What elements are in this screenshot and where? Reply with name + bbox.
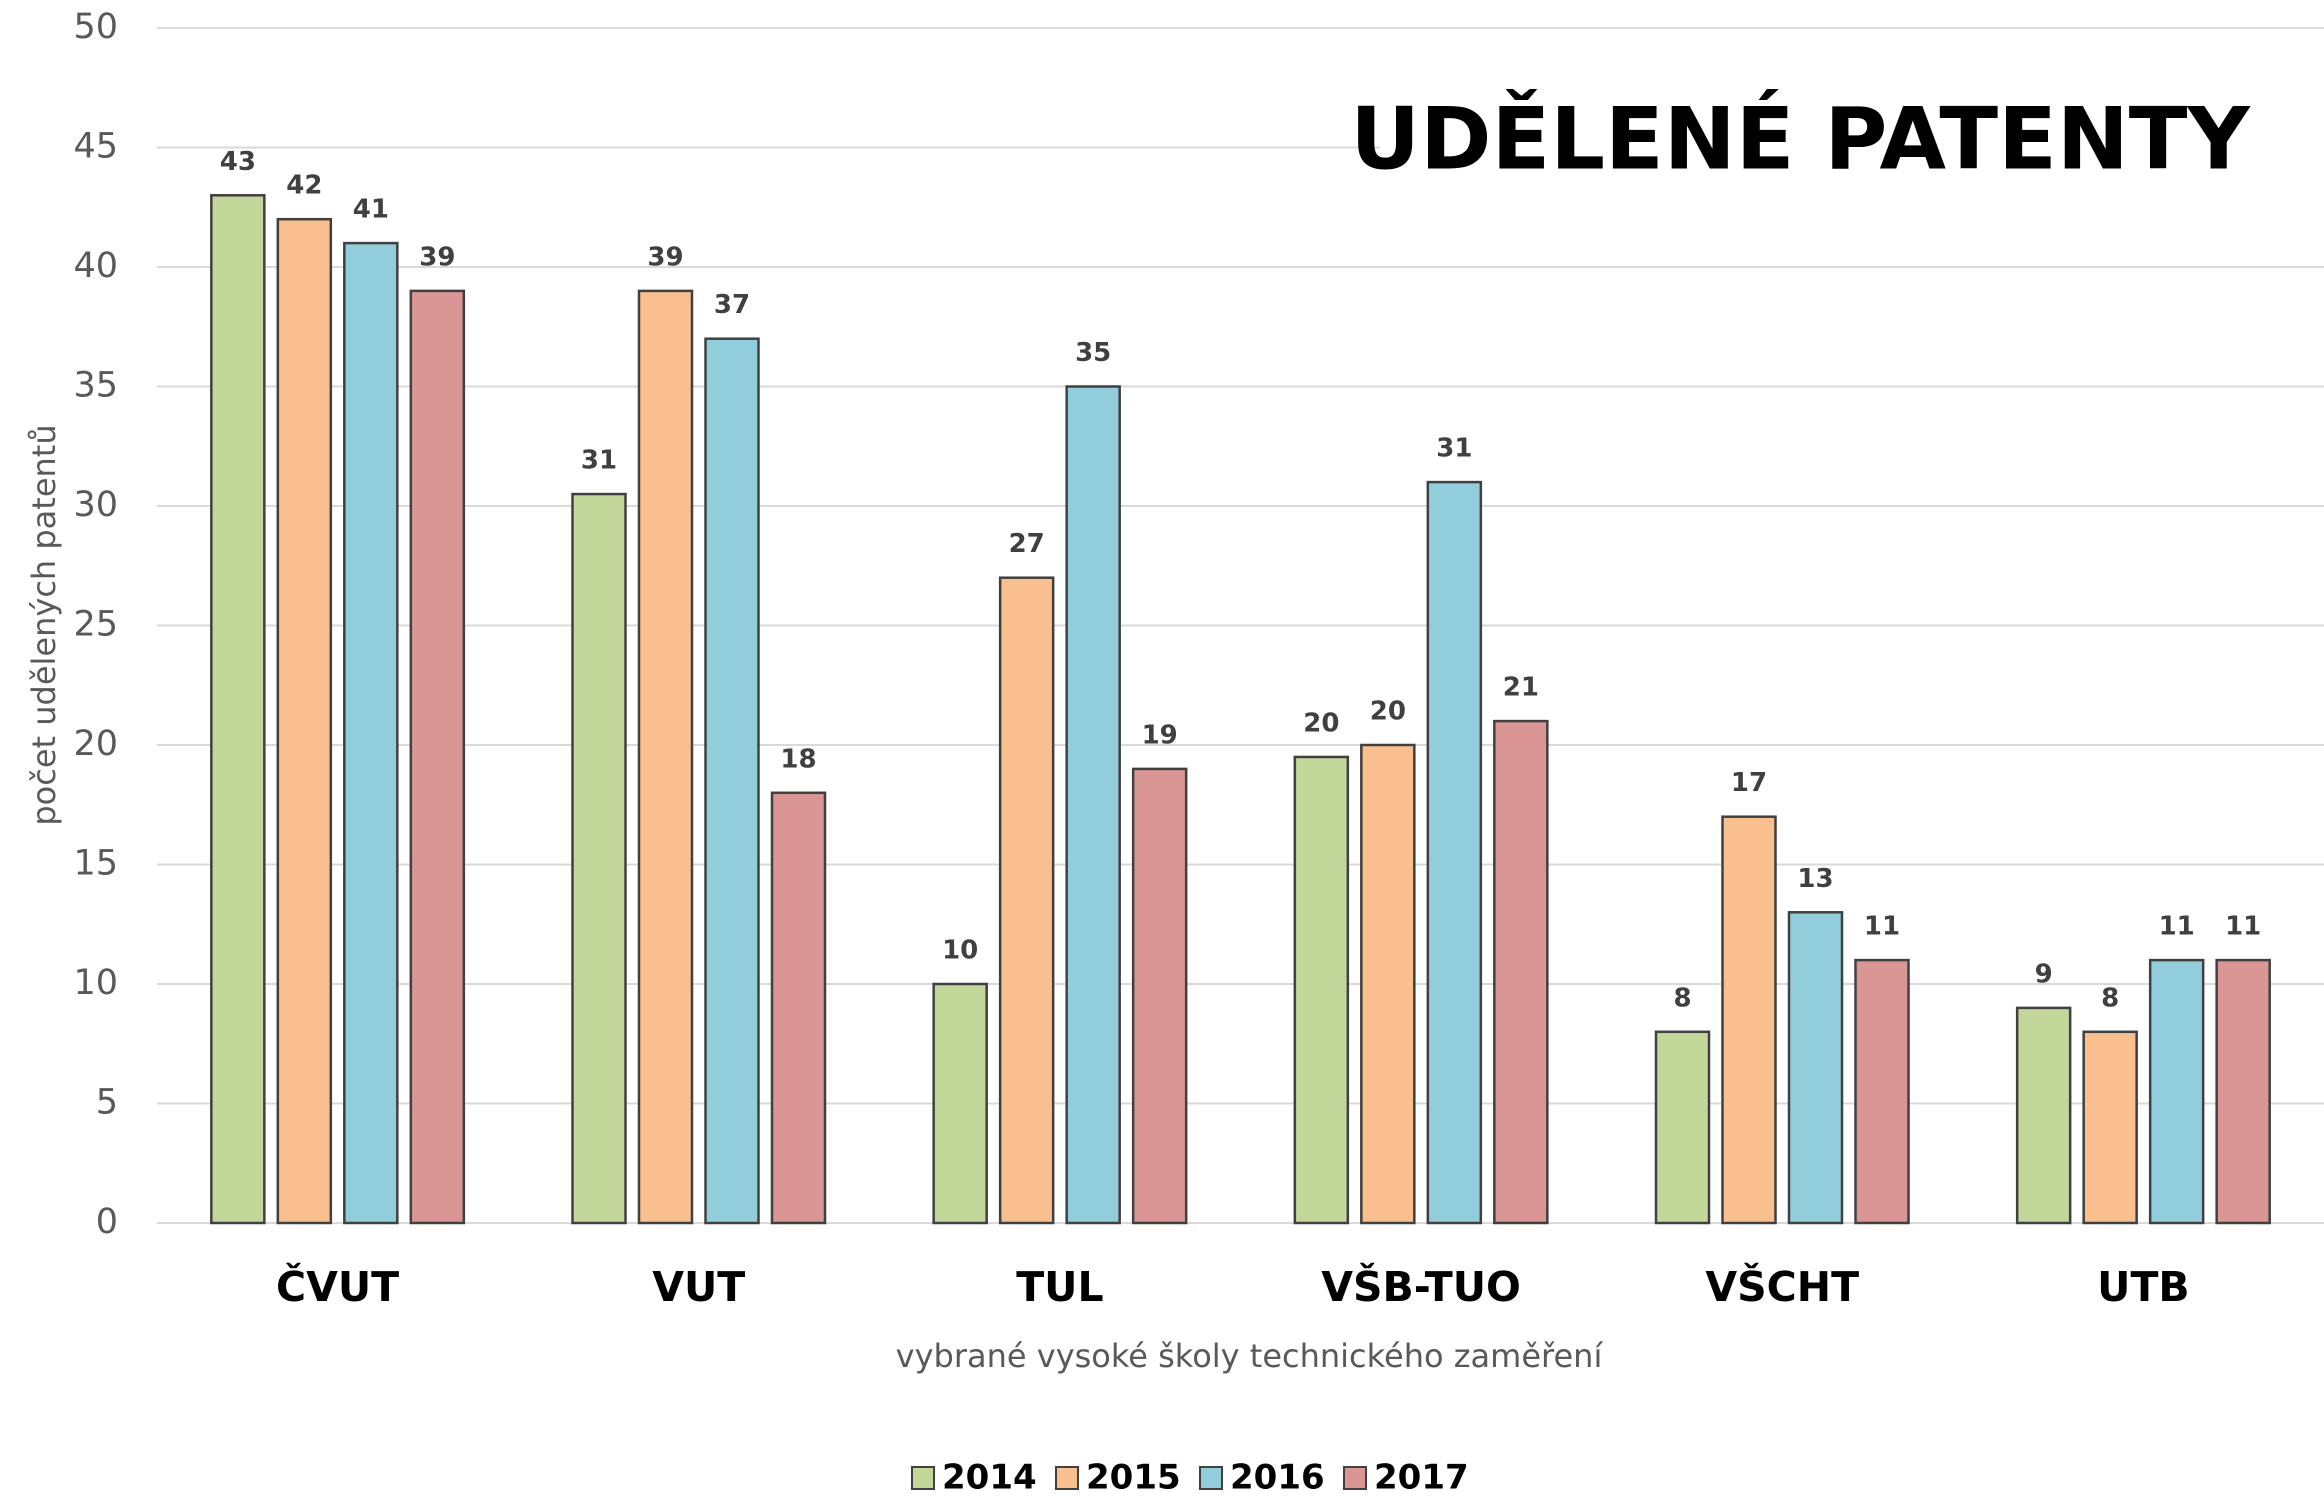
legend-swatch <box>1199 1466 1223 1490</box>
bar <box>1293 755 1350 1225</box>
x-tick-label: VUT <box>652 1263 745 1311</box>
value-label: 11 <box>2225 912 2261 942</box>
legend-label: 2015 <box>1086 1458 1181 1496</box>
bar <box>210 194 266 1225</box>
value-label: 20 <box>1370 697 1406 727</box>
legend-swatch <box>1055 1466 1079 1490</box>
bar <box>1131 767 1188 1225</box>
bar <box>932 982 988 1225</box>
bar <box>343 241 399 1225</box>
value-label: 27 <box>1009 529 1045 559</box>
bar <box>1360 743 1416 1225</box>
value-label: 21 <box>1503 673 1539 703</box>
value-label: 20 <box>1303 708 1339 738</box>
x-axis-label: vybrané vysoké školy technického zaměřen… <box>896 1337 1604 1375</box>
y-tick-label: 40 <box>73 246 118 286</box>
bar <box>571 492 627 1225</box>
value-label: 42 <box>286 171 322 201</box>
y-tick-label: 25 <box>73 605 118 645</box>
bar <box>1493 719 1549 1225</box>
x-tick-label: ČVUT <box>276 1263 399 1311</box>
legend-label: 2017 <box>1374 1458 1469 1496</box>
y-tick-label: 5 <box>96 1083 118 1123</box>
bar <box>2215 958 2271 1225</box>
bar <box>276 217 333 1225</box>
y-axis-label: počet udělených patentů <box>25 424 63 825</box>
bar <box>1065 385 1121 1225</box>
y-tick-label: 20 <box>73 724 118 764</box>
y-tick-label: 35 <box>73 366 118 406</box>
bar <box>1654 1030 1711 1225</box>
title-background <box>1380 80 2324 210</box>
bar <box>2082 1030 2138 1225</box>
legend-swatch <box>911 1466 935 1490</box>
value-label: 17 <box>1731 768 1767 798</box>
legend-label: 2014 <box>942 1458 1037 1496</box>
value-label: 31 <box>1436 434 1472 464</box>
x-tick-label: VŠCHT <box>1705 1263 1859 1311</box>
x-tick-label: TUL <box>1016 1263 1103 1311</box>
y-tick-label: 0 <box>96 1202 118 1242</box>
bar <box>770 791 827 1225</box>
legend-swatch <box>1343 1466 1367 1490</box>
bar <box>637 289 694 1225</box>
bar <box>2015 1006 2072 1225</box>
y-tick-label: 15 <box>73 844 118 884</box>
value-label: 11 <box>2159 912 2195 942</box>
value-label: 19 <box>1142 720 1178 750</box>
value-label: 37 <box>714 290 750 320</box>
bar <box>1787 911 1844 1225</box>
value-label: 31 <box>581 446 617 476</box>
y-tick-label: 30 <box>73 485 118 525</box>
legend-label: 2016 <box>1230 1458 1325 1496</box>
value-label: 10 <box>942 936 978 966</box>
value-label: 9 <box>2035 959 2053 989</box>
bar <box>409 289 466 1225</box>
y-tick-label: 10 <box>73 963 118 1003</box>
value-label: 39 <box>419 242 455 272</box>
bar <box>1426 480 1483 1225</box>
value-label: 8 <box>1673 983 1691 1013</box>
y-tick-label: 50 <box>73 7 118 47</box>
chart-title: UDĚLENÉ PATENTY <box>1350 88 2251 189</box>
bar <box>1721 815 1777 1225</box>
value-label: 35 <box>1075 338 1111 368</box>
y-tick-label: 45 <box>73 127 118 167</box>
bar <box>1854 958 1910 1225</box>
value-label: 39 <box>647 242 683 272</box>
value-label: 13 <box>1797 864 1833 894</box>
value-label: 8 <box>2101 983 2119 1013</box>
bar <box>704 337 760 1225</box>
value-label: 11 <box>1864 912 1900 942</box>
bar <box>998 576 1055 1225</box>
value-label: 43 <box>220 147 256 177</box>
value-label: 18 <box>780 744 816 774</box>
bar <box>2148 958 2205 1225</box>
x-tick-label: UTB <box>2097 1263 2190 1311</box>
x-tick-label: VŠB-TUO <box>1321 1263 1521 1311</box>
value-label: 41 <box>353 195 389 225</box>
